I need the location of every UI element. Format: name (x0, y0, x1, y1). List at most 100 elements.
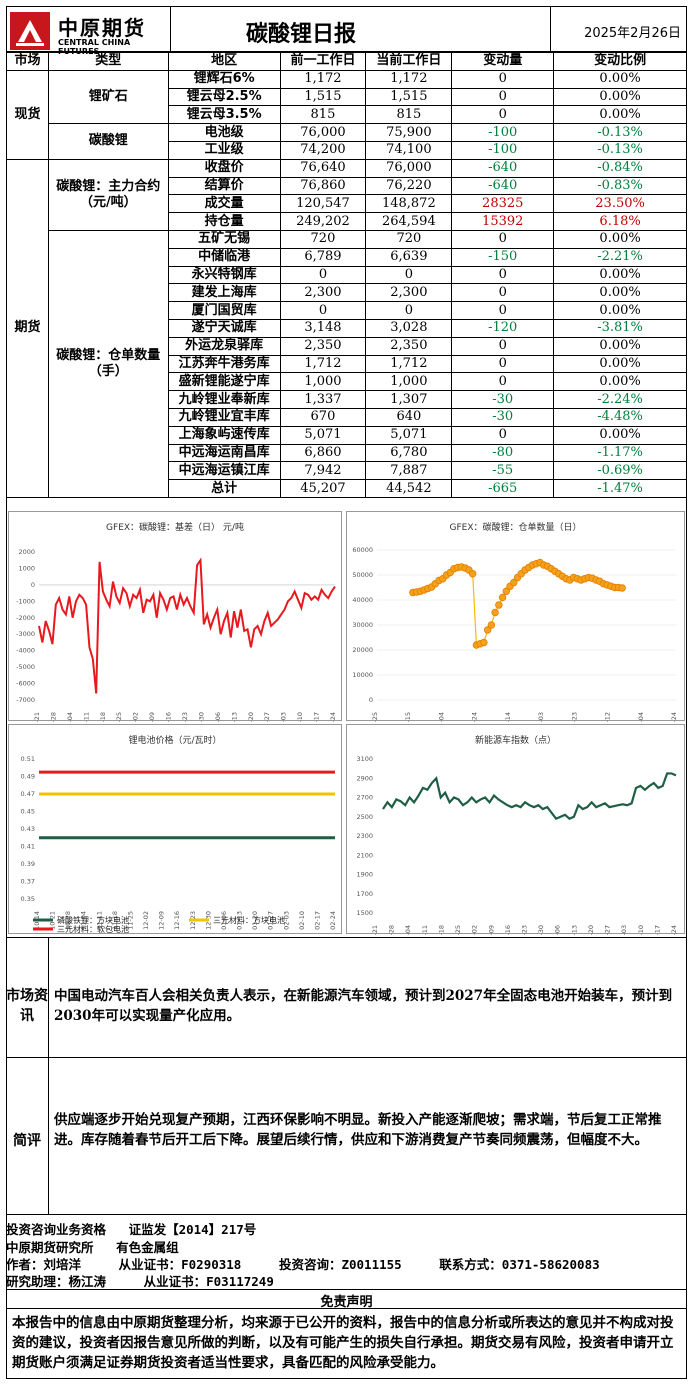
x-tick-label: 02-12 (604, 712, 612, 722)
y-tick-label: 2700 (356, 794, 373, 802)
logo-en-text: CENTRAL CHINA FUTURES (58, 38, 131, 56)
table-row: 期货 碳酸锂：主力合约（元/吨） 收盘价 76,640 76,000 -640 -0.84% (6, 158, 687, 498)
disclaimer-divider (6, 1289, 687, 1290)
col-header: 市场 (6, 52, 49, 71)
y-tick-label: 1500 (356, 909, 373, 917)
x-tick-label: 11-04 (404, 925, 412, 935)
warehouse-data-point (487, 621, 496, 629)
legend-label: 三元材料：方块电池 (213, 915, 285, 925)
x-tick-label: 02-24 (670, 925, 678, 935)
header-divider (170, 6, 171, 52)
y-tick-label: 20000 (352, 646, 373, 654)
change-pct-cell: 0.00% (553, 69, 687, 89)
curr-value-cell: 1,712 (365, 354, 453, 374)
x-tick-label: 10-28 (388, 925, 396, 935)
report-date: 2025年2月26日 (584, 26, 681, 41)
change-cell: 0 (451, 229, 555, 249)
curr-value-cell: 640 (365, 407, 453, 427)
table-row: 碳酸锂：仓单数量（手） 五矿无锡 720 720 0 0.00% (7, 229, 687, 498)
region-cell: 遂宁天诚库 (167, 318, 281, 338)
region-cell: 厦门国贸库 (167, 301, 281, 320)
x-tick-label: 01-20 (251, 911, 259, 930)
y-tick-label: 0.37 (21, 878, 35, 886)
market-info-section: 市场资讯 中国电动汽车百人会相关负责人表示，在新能源汽车领域，预计到2027年全… (6, 937, 687, 1058)
warehouse-data-point (618, 584, 626, 592)
institute-line: 中原期货研究所 有色金属组 (6, 1240, 179, 1255)
nev-index-series-line (382, 772, 677, 821)
y-tick-label: 0.47 (21, 790, 35, 798)
market-info-label: 市场资讯 (6, 988, 48, 1024)
x-tick-label: 02-10 (296, 712, 304, 722)
table-row: 中储临港 6,789 6,639 -150 -2.21% (7, 247, 687, 267)
type-warehouse-cell: 碳酸锂：仓单数量（手） (47, 229, 169, 498)
warehouse-chart-svg: 60000 50000 40000 30000 20000 10000 0 09-25 10-1… (352, 546, 678, 722)
curr-value-cell: 0 (365, 301, 453, 320)
x-tick-label: 12-16 (165, 712, 173, 722)
x-tick-label: 01-03 (537, 712, 545, 722)
basis-series-line (38, 557, 336, 694)
x-tick-label: 01-13 (236, 911, 244, 930)
chart-title: 新能源车指数（点） (474, 736, 556, 746)
change-cell: 0 (451, 301, 555, 320)
y-tick-label: 3100 (356, 755, 373, 763)
region-cell: 盛新锂能遂宁库 (167, 372, 281, 392)
region-cell: 锂辉石6% (167, 69, 281, 89)
region-cell: 结算价 (167, 176, 281, 196)
page-frame (6, 6, 687, 1379)
y-tick-label: 2100 (356, 851, 373, 859)
curr-value-cell: 1,307 (365, 390, 453, 409)
curr-value-cell: 0 (365, 265, 453, 285)
prev-value-cell: 6,860 (279, 443, 367, 463)
change-pct-cell: 0.00% (553, 229, 687, 249)
x-tick-label: 01-20 (247, 712, 255, 722)
prev-value-cell: 76,860 (279, 176, 367, 196)
header-divider (550, 6, 551, 52)
x-tick-label: 12-02 (471, 925, 479, 935)
x-tick-label: 01-06 (554, 925, 562, 935)
region-cell: 上海象屿速传库 (167, 425, 281, 445)
change-cell: 0 (451, 69, 555, 89)
region-cell: 建发上海库 (167, 283, 281, 303)
change-cell: 0 (451, 425, 555, 445)
prev-value-cell: 3,148 (279, 318, 367, 338)
charts-area: GFEX：碳酸锂：基差（日） 元/吨 2000 1000 0 -1000 -2000 -3… (6, 509, 687, 935)
col-header: 前一工作日 (279, 52, 367, 71)
x-tick-label: 01-27 (267, 911, 275, 930)
curr-value-cell: 6,639 (365, 247, 453, 267)
x-tick-label: 01-06 (214, 712, 222, 722)
x-tick-label: 11-25 (126, 911, 134, 930)
change-pct-cell: 0.00% (553, 336, 687, 356)
y-tick-label: 0.45 (21, 808, 35, 816)
col-header: 当前工作日 (365, 52, 453, 71)
type-ore-cell: 锂矿石 (47, 69, 169, 125)
change-cell: -30 (451, 390, 555, 409)
y-tick-label: 0 (369, 696, 373, 704)
market-info-text: 中国电动汽车百人会相关负责人表示，在新能源汽车领域，预计到2027年全固态电池开… (54, 988, 673, 1024)
nev-index-chart: 新能源车指数（点） 3100 2900 2700 2500 2300 2100 1900 17… (346, 724, 685, 935)
legend-label: 磷酸铁锂：方块电池 (57, 915, 129, 925)
section-divider (48, 1058, 49, 1215)
change-cell: -665 (451, 479, 555, 498)
x-tick-label: 12-02 (142, 911, 150, 930)
x-tick-label: 01-20 (587, 925, 595, 935)
prev-value-cell: 0 (279, 265, 367, 285)
curr-value-cell: 720 (365, 229, 453, 249)
curr-value-cell: 76,000 (365, 158, 453, 178)
y-tick-label: 0.39 (21, 860, 35, 868)
change-cell: 0 (451, 265, 555, 285)
logo-mark-icon (10, 12, 50, 50)
region-cell: 中远海运镇江库 (167, 461, 281, 481)
region-cell: 总计 (167, 479, 281, 498)
y-tick-label: 0.35 (21, 895, 35, 903)
change-cell: -640 (451, 158, 555, 178)
change-cell: -120 (451, 318, 555, 338)
change-pct-cell: -2.24% (553, 390, 687, 409)
curr-value-cell: 1,000 (365, 372, 453, 392)
x-tick-label: 12-30 (197, 712, 205, 722)
x-tick-label: 11-24 (471, 712, 479, 722)
section-divider (48, 938, 49, 1058)
change-pct-cell: -1.47% (553, 479, 687, 498)
region-cell: 成交量 (167, 194, 281, 214)
change-cell: 0 (451, 336, 555, 356)
change-cell: 0 (451, 105, 555, 125)
